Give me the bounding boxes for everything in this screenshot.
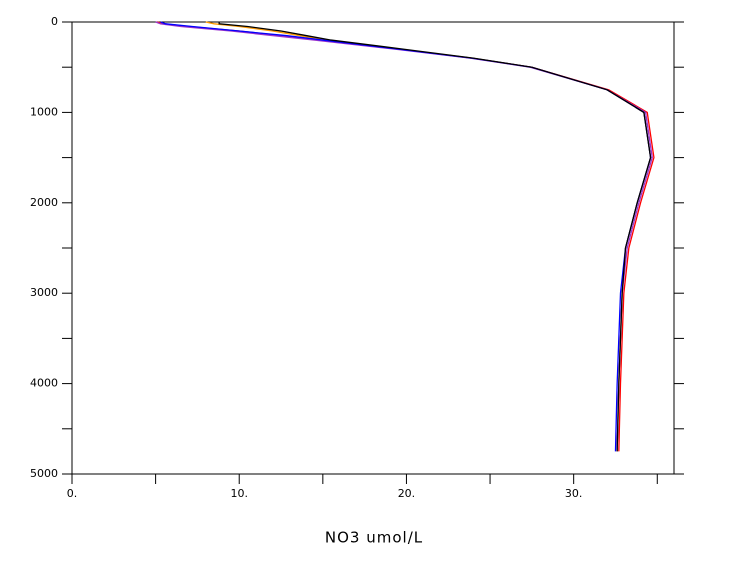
x-tick-label: 10. <box>230 487 248 500</box>
x-tick-label: 30. <box>565 487 583 500</box>
profile-line <box>205 21 652 452</box>
y-tick-label: 2000 <box>30 196 58 209</box>
y-tick-label: 3000 <box>30 286 58 299</box>
x-tick-label: 20. <box>398 487 416 500</box>
profile-line <box>160 21 652 452</box>
profile-line <box>218 22 652 452</box>
y-tick-label: 1000 <box>30 105 58 118</box>
profile-line <box>157 21 655 452</box>
y-tick-label: 0 <box>51 15 58 28</box>
x-axis-label: NO3 umol/L <box>325 529 423 547</box>
x-tick-label: 0. <box>67 487 78 500</box>
y-tick-label: 5000 <box>30 467 58 480</box>
y-tick-label: 4000 <box>30 377 58 390</box>
plot-frame <box>71 21 675 475</box>
profile-line <box>155 21 653 452</box>
